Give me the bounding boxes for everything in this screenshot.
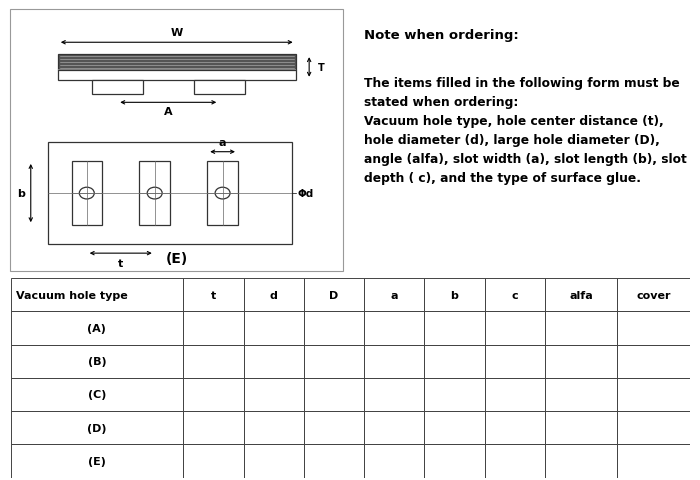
- Text: (E): (E): [166, 252, 188, 266]
- Bar: [10, 411, 183, 444]
- Text: (A): (A): [88, 323, 106, 333]
- Text: (B): (B): [88, 357, 106, 366]
- Bar: [617, 411, 690, 444]
- Bar: [304, 444, 364, 478]
- Bar: [304, 278, 364, 312]
- Bar: [183, 411, 244, 444]
- Text: (C): (C): [88, 390, 106, 399]
- Text: alfa: alfa: [569, 290, 593, 300]
- Bar: [183, 345, 244, 378]
- Bar: [139, 162, 170, 226]
- Text: c: c: [512, 290, 518, 300]
- Text: Vacuum hole type: Vacuum hole type: [16, 290, 127, 300]
- Bar: [183, 312, 244, 345]
- Bar: [304, 345, 364, 378]
- Bar: [545, 411, 617, 444]
- Bar: [364, 278, 424, 312]
- Bar: [194, 81, 245, 95]
- Bar: [58, 71, 295, 81]
- Bar: [617, 444, 690, 478]
- Bar: [10, 444, 183, 478]
- Bar: [304, 411, 364, 444]
- Bar: [10, 278, 183, 312]
- Bar: [244, 411, 304, 444]
- Bar: [484, 278, 545, 312]
- Text: a: a: [391, 290, 398, 300]
- Bar: [304, 312, 364, 345]
- Text: d: d: [270, 290, 278, 300]
- Bar: [484, 444, 545, 478]
- Bar: [364, 378, 424, 411]
- Bar: [424, 411, 484, 444]
- Bar: [364, 312, 424, 345]
- Text: Note when ordering:: Note when ordering:: [364, 28, 519, 41]
- Bar: [364, 345, 424, 378]
- Bar: [207, 162, 238, 226]
- Bar: [484, 345, 545, 378]
- Bar: [244, 345, 304, 378]
- Bar: [545, 444, 617, 478]
- Text: D: D: [329, 290, 339, 300]
- Text: t: t: [118, 258, 123, 268]
- Text: Φd: Φd: [298, 189, 314, 199]
- Bar: [10, 378, 183, 411]
- Bar: [364, 444, 424, 478]
- Text: (E): (E): [88, 456, 106, 466]
- Bar: [58, 70, 295, 76]
- Text: t: t: [211, 290, 216, 300]
- Bar: [183, 444, 244, 478]
- Text: T: T: [318, 63, 324, 73]
- Bar: [424, 278, 484, 312]
- Bar: [617, 278, 690, 312]
- Bar: [364, 411, 424, 444]
- Bar: [484, 411, 545, 444]
- Bar: [484, 378, 545, 411]
- Bar: [71, 162, 102, 226]
- Bar: [545, 312, 617, 345]
- Bar: [617, 345, 690, 378]
- Bar: [183, 278, 244, 312]
- Bar: [424, 345, 484, 378]
- Bar: [92, 81, 143, 95]
- Bar: [244, 278, 304, 312]
- Bar: [244, 312, 304, 345]
- Text: A: A: [164, 107, 173, 117]
- Text: cover: cover: [636, 290, 671, 300]
- Bar: [48, 143, 292, 244]
- Bar: [484, 312, 545, 345]
- Bar: [545, 345, 617, 378]
- Bar: [10, 312, 183, 345]
- Bar: [424, 378, 484, 411]
- Bar: [244, 444, 304, 478]
- Bar: [304, 378, 364, 411]
- Text: (D): (D): [87, 423, 106, 433]
- Text: W: W: [171, 28, 183, 38]
- Bar: [545, 378, 617, 411]
- Bar: [617, 378, 690, 411]
- Bar: [617, 312, 690, 345]
- Text: b: b: [17, 189, 25, 199]
- Bar: [244, 378, 304, 411]
- Text: a: a: [219, 138, 226, 147]
- Text: b: b: [451, 290, 458, 300]
- Bar: [424, 312, 484, 345]
- Text: The items filled in the following form must be
stated when ordering:
Vacuum hole: The items filled in the following form m…: [364, 76, 687, 184]
- Bar: [58, 55, 295, 71]
- Bar: [424, 444, 484, 478]
- Bar: [10, 345, 183, 378]
- Bar: [183, 378, 244, 411]
- Bar: [545, 278, 617, 312]
